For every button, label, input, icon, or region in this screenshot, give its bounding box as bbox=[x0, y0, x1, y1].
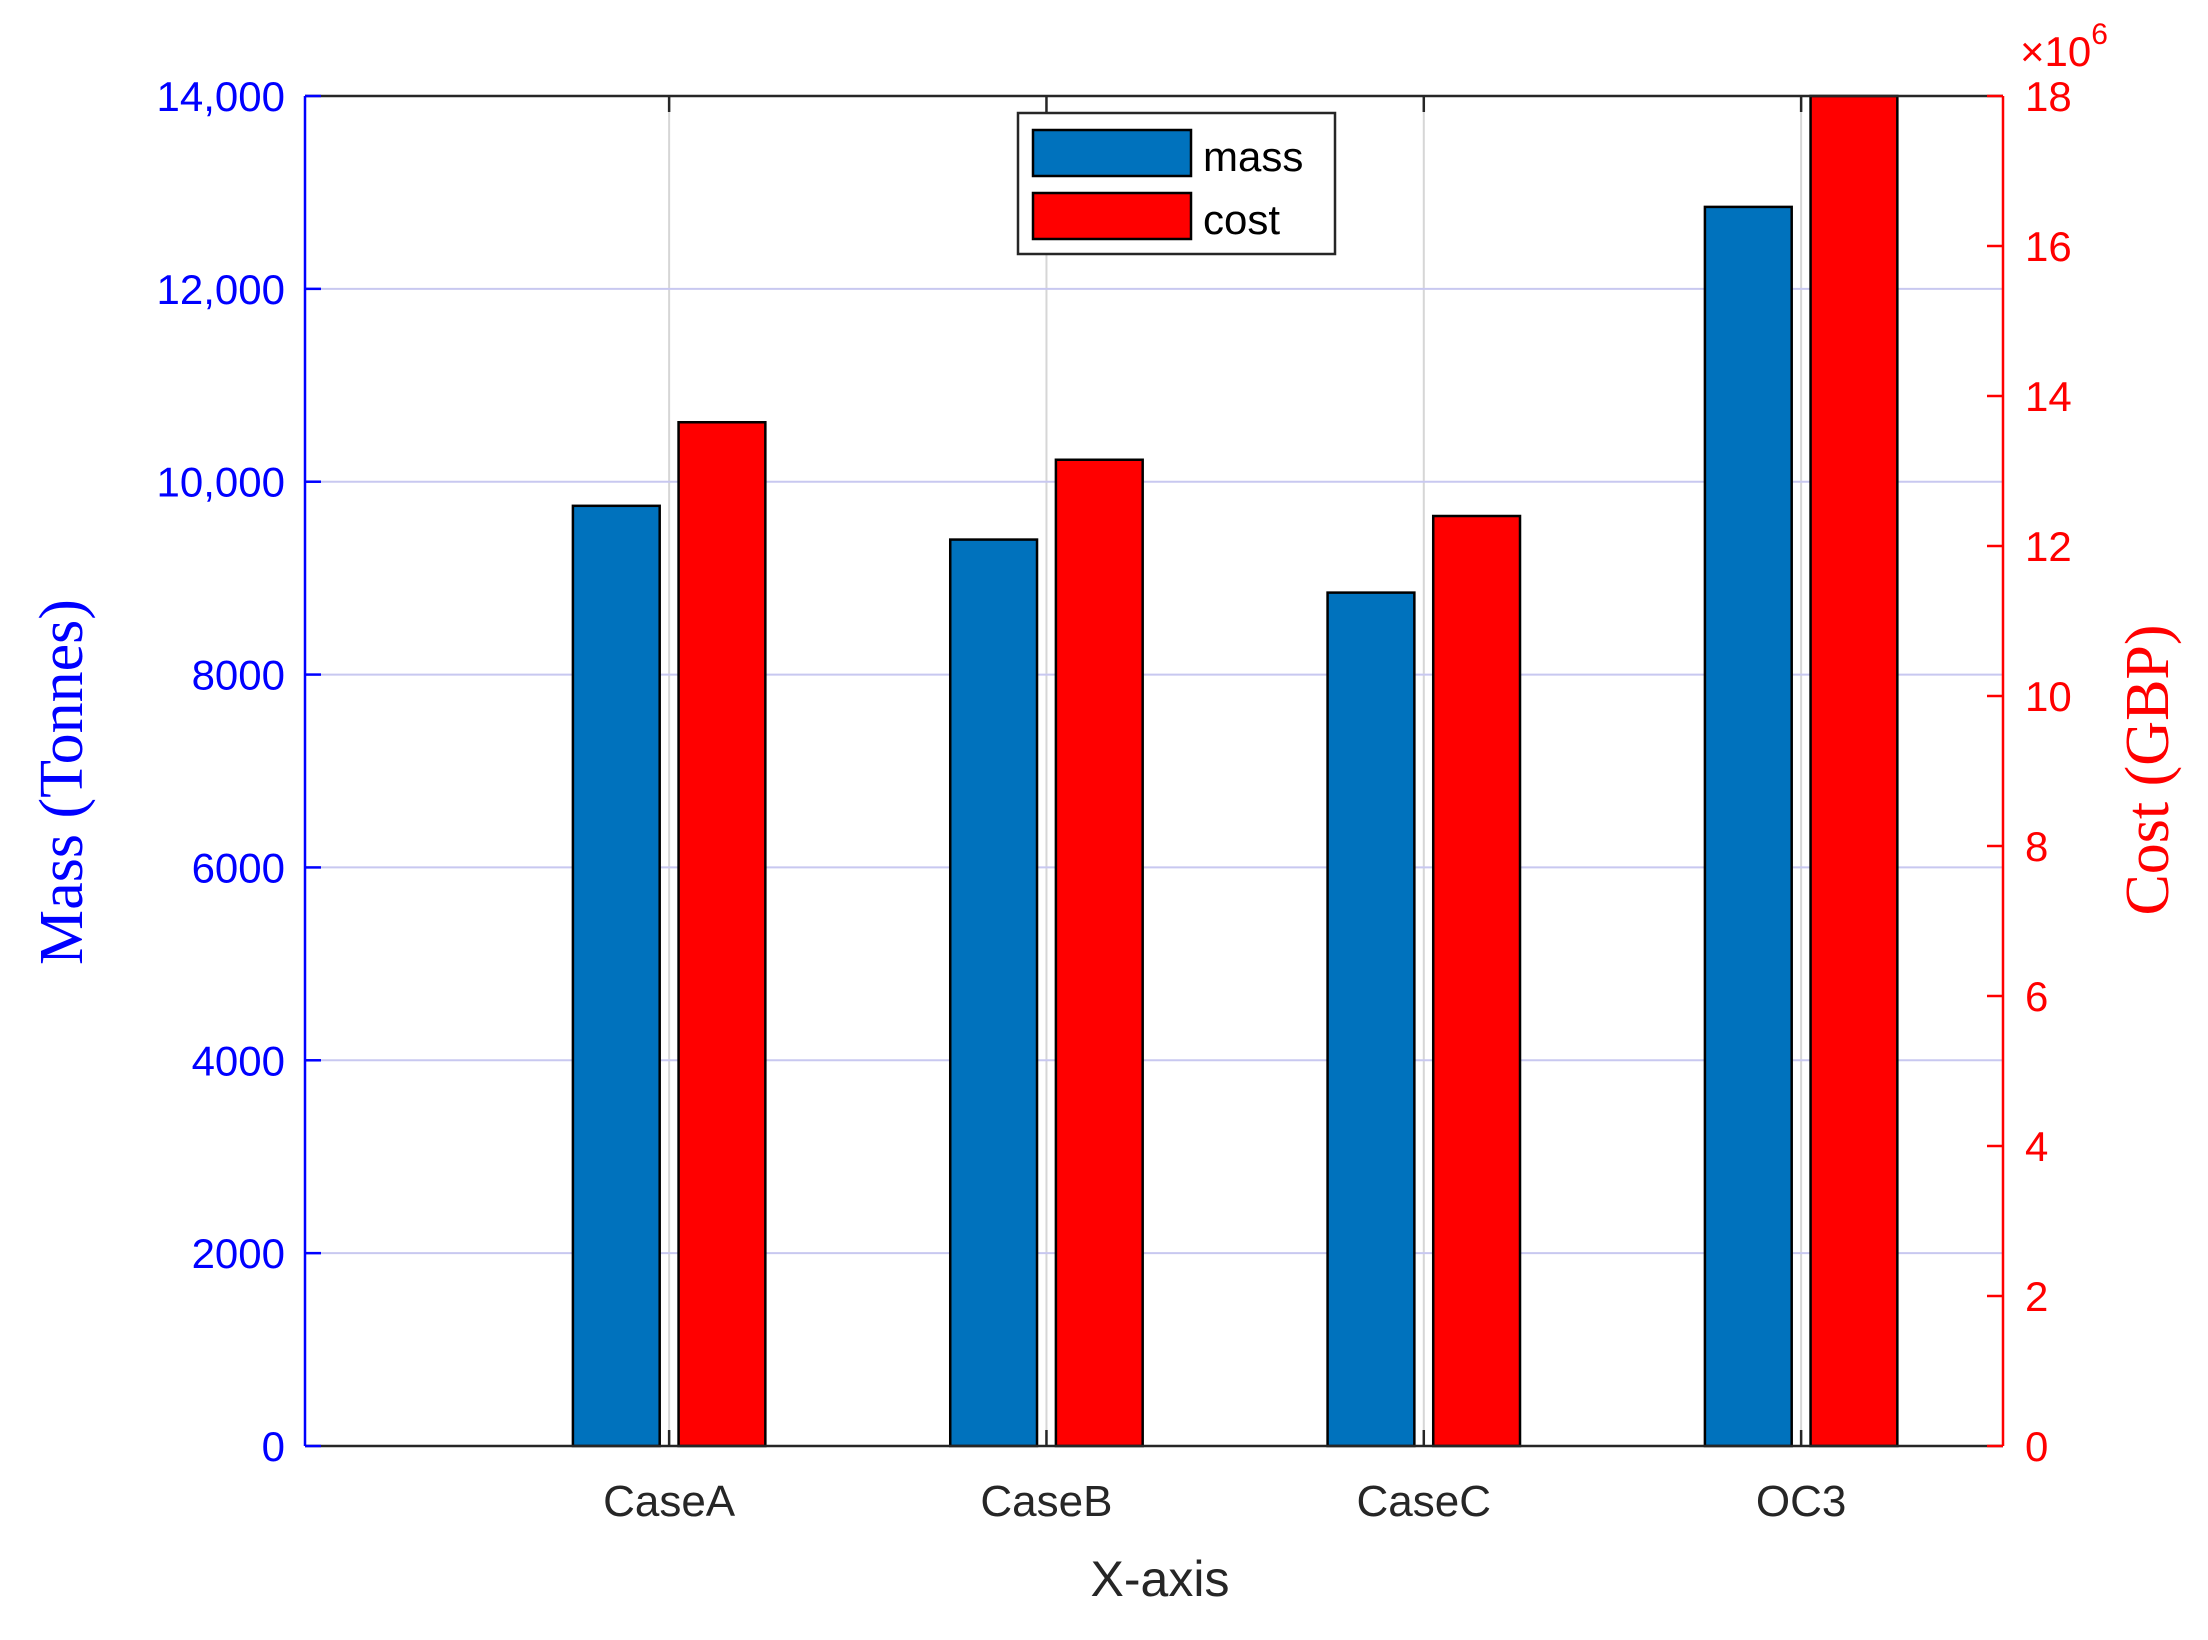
y-tick-label-left: 6000 bbox=[192, 844, 285, 891]
y-tick-label-left: 14,000 bbox=[157, 73, 285, 120]
bar-mass-casea bbox=[571, 504, 661, 1448]
y-tick-label-right: 6 bbox=[2025, 973, 2048, 1020]
y-tick-label-left: 4000 bbox=[192, 1037, 285, 1084]
x-axis-title: X-axis bbox=[1091, 1551, 1230, 1607]
exponent-label: ×106 bbox=[2020, 18, 2108, 75]
x-tick-label: CaseB bbox=[980, 1477, 1112, 1526]
y-axis-title-left: Mass (Tonnes) bbox=[28, 599, 96, 965]
y-axis-title-right: Cost (GBP) bbox=[2114, 624, 2182, 915]
y-tick-label-right: 0 bbox=[2025, 1423, 2048, 1470]
exponent-power: 6 bbox=[2091, 18, 2108, 51]
y-tick-label-right: 12 bbox=[2025, 523, 2072, 570]
legend-swatch-cost bbox=[1031, 191, 1193, 241]
x-tick-label: OC3 bbox=[1756, 1477, 1846, 1526]
y-tick-label-right: 4 bbox=[2025, 1123, 2048, 1170]
bar-cost-caseb bbox=[1054, 458, 1144, 1448]
bar-cost-casea bbox=[677, 421, 767, 1448]
y-tick-label-right: 8 bbox=[2025, 823, 2048, 870]
y-tick-label-right: 18 bbox=[2025, 73, 2072, 120]
bars-layer bbox=[571, 94, 1899, 1448]
legend-swatch-mass bbox=[1031, 128, 1193, 178]
y-tick-label-left: 12,000 bbox=[157, 266, 285, 313]
x-tick-label: CaseC bbox=[1357, 1477, 1492, 1526]
bar-cost-casec bbox=[1431, 514, 1522, 1448]
y-tick-label-left: 8000 bbox=[192, 652, 285, 699]
y-tick-label-right: 10 bbox=[2025, 673, 2072, 720]
x-tick-label: CaseA bbox=[603, 1477, 736, 1526]
bar-cost-oc3 bbox=[1809, 94, 1899, 1448]
bar-mass-caseb bbox=[948, 538, 1039, 1448]
y-tick-label-left: 10,000 bbox=[157, 459, 285, 506]
axes-layer bbox=[303, 94, 2005, 1448]
y-tick-label-right: 16 bbox=[2025, 223, 2072, 270]
ticks-layer: 0 2000 4000 6000 8000 10,000 12,000 14,000 0 2 4 6 8… bbox=[157, 73, 2072, 1526]
exponent-prefix: ×10 bbox=[2020, 28, 2091, 75]
bar-mass-casec bbox=[1326, 591, 1416, 1448]
legend-label-mass: mass bbox=[1203, 133, 1303, 180]
legend: mass cost bbox=[1016, 111, 1337, 256]
y-tick-label-left: 0 bbox=[262, 1423, 285, 1470]
y-tick-label-right: 14 bbox=[2025, 373, 2072, 420]
bar-mass-oc3 bbox=[1703, 205, 1793, 1448]
y-tick-label-right: 2 bbox=[2025, 1273, 2048, 1320]
right-axis-exponent: ×106 bbox=[2020, 18, 2108, 75]
legend-label-cost: cost bbox=[1203, 196, 1280, 243]
y-tick-label-left: 2000 bbox=[192, 1230, 285, 1277]
